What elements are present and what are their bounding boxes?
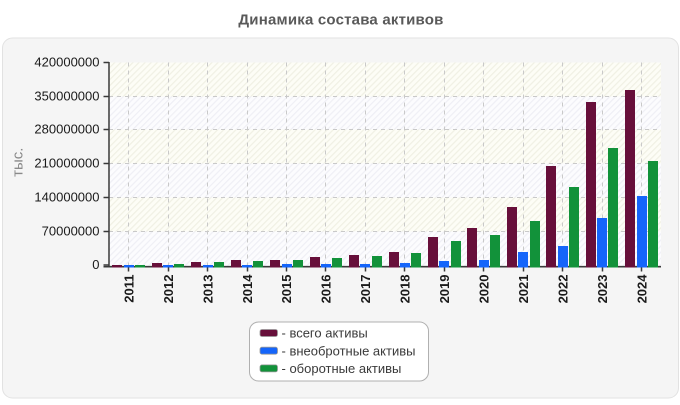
svg-text:2020: 2020 [476, 275, 491, 304]
svg-text:2014: 2014 [240, 274, 255, 304]
svg-text:70000000: 70000000 [42, 223, 100, 238]
svg-text:- внеобротные активы: - внеобротные активы [282, 343, 416, 358]
svg-text:2024: 2024 [634, 274, 649, 304]
svg-text:350000000: 350000000 [34, 88, 99, 103]
svg-text:2021: 2021 [516, 275, 531, 304]
svg-text:тыс.: тыс. [9, 148, 26, 177]
svg-text:280000000: 280000000 [34, 121, 99, 136]
svg-text:0: 0 [92, 257, 99, 272]
svg-text:2017: 2017 [358, 275, 373, 304]
svg-text:2013: 2013 [200, 275, 215, 304]
svg-text:2012: 2012 [161, 275, 176, 304]
svg-text:2011: 2011 [121, 275, 136, 303]
svg-text:Динамика состава активов: Динамика состава активов [238, 12, 443, 29]
svg-text:2019: 2019 [437, 275, 452, 304]
svg-text:- оборотные активы: - оборотные активы [282, 361, 402, 376]
svg-text:2023: 2023 [595, 275, 610, 304]
svg-text:2022: 2022 [555, 275, 570, 304]
svg-text:2015: 2015 [279, 275, 294, 304]
svg-text:420000000: 420000000 [34, 54, 99, 69]
svg-text:- всего активы: - всего активы [282, 326, 368, 341]
svg-text:140000000: 140000000 [34, 189, 99, 204]
svg-text:2018: 2018 [398, 275, 413, 304]
svg-text:210000000: 210000000 [34, 155, 99, 170]
svg-text:2016: 2016 [319, 275, 334, 304]
